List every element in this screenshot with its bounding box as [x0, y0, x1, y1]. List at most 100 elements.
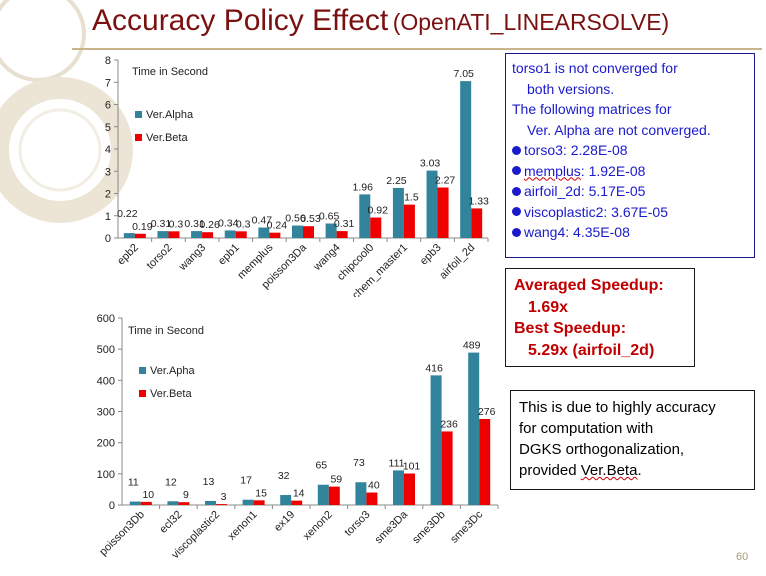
item-name: wang4 — [524, 224, 566, 240]
bar-beta — [140, 501, 152, 505]
bar-alpha — [355, 482, 367, 505]
y-tick-label: 0 — [109, 500, 115, 512]
bar-alpha — [468, 352, 480, 505]
data-label: 3.03 — [420, 158, 441, 170]
x-tick-label: torso3 — [342, 509, 372, 539]
bar-beta — [168, 231, 180, 238]
y-tick-label: 300 — [97, 407, 115, 419]
x-tick-label: ex19 — [272, 509, 297, 534]
data-label: 0.47 — [252, 215, 273, 227]
bar-beta — [291, 500, 303, 505]
bar-alpha — [280, 495, 292, 505]
bar-alpha — [359, 194, 371, 238]
data-label: 2.25 — [386, 175, 407, 187]
explanation-text: . — [637, 462, 642, 479]
y-tick-label: 3 — [105, 166, 111, 178]
bullet-icon — [512, 227, 521, 237]
speedup-line: 5.29x (airfoil_2d) — [528, 341, 655, 359]
x-tick-label: xenon2 — [301, 509, 335, 543]
data-label: 59 — [330, 474, 342, 486]
data-label: 0.31 — [151, 218, 172, 230]
note-line: both versions. — [527, 80, 615, 97]
bar-beta — [403, 204, 415, 238]
legend-swatch — [139, 390, 146, 397]
data-label: 1.5 — [404, 192, 419, 204]
explanation-line: DGKS orthogonalization, — [519, 441, 685, 458]
item-value: : 2.28E-08 — [562, 142, 628, 158]
bar-beta — [404, 473, 415, 505]
speedup-line: Best Speedup: — [514, 320, 627, 337]
explanation-line: This is due to highly accuracy — [519, 399, 716, 416]
speedup-line: 1.69x — [528, 298, 569, 316]
bar-beta — [178, 502, 190, 505]
note-line: torso1 is not converged for — [512, 60, 678, 76]
data-label: 111 — [389, 457, 405, 469]
data-label: 40 — [368, 480, 380, 492]
bar-beta — [303, 226, 314, 238]
item-value: : 4.35E-08 — [565, 224, 630, 240]
data-label: 32 — [278, 470, 290, 482]
data-label: 73 — [353, 457, 365, 469]
x-tick-label: sme3Db — [410, 509, 447, 546]
data-label: 0.56 — [285, 213, 306, 225]
item-name: torso3 — [524, 142, 563, 158]
data-label: 10 — [142, 489, 154, 501]
data-label: 1.33 — [468, 195, 489, 207]
bullet-icon — [512, 166, 521, 176]
data-label: 0.3 — [169, 218, 184, 230]
legend-swatch — [139, 367, 146, 374]
data-label: 0.22 — [117, 208, 138, 220]
data-label: 7.05 — [453, 68, 474, 80]
y-tick-label: 4 — [105, 144, 111, 156]
bar-alpha — [392, 187, 404, 238]
bar-alpha — [460, 81, 472, 238]
data-label: 15 — [255, 487, 267, 499]
data-label: 101 — [403, 461, 421, 473]
x-tick-label: epb3 — [418, 242, 444, 268]
bar-beta — [202, 232, 214, 238]
data-label: 0.26 — [199, 219, 220, 231]
explanation-line: provided Ver.Beta. — [519, 460, 746, 481]
note-item: viscoplastic2 : 3.67E-05 — [512, 202, 748, 223]
data-label: 0.92 — [368, 205, 389, 217]
data-label: 0.31 — [184, 218, 205, 230]
bar-alpha — [292, 225, 303, 238]
chart-annotation: Time in Second — [128, 325, 204, 337]
data-label: 416 — [425, 362, 443, 374]
title-underline — [72, 48, 762, 50]
y-tick-label: 200 — [97, 438, 115, 450]
x-tick-label: epb2 — [115, 242, 141, 268]
bar-beta — [479, 418, 491, 505]
bar-beta — [441, 431, 453, 505]
x-tick-label: ecl32 — [157, 509, 184, 536]
bullet-icon — [512, 145, 521, 155]
y-tick-label: 0 — [105, 233, 111, 245]
x-tick-label: poisson3Db — [97, 509, 147, 559]
item-value: : 1.92E-08 — [580, 162, 646, 179]
bar-beta — [216, 504, 227, 505]
bar-alpha — [205, 500, 216, 505]
explanation-line: for computation with — [519, 420, 654, 437]
legend-label: Ver.Apha — [150, 365, 196, 377]
data-label: 0.53 — [300, 213, 321, 225]
page-title: Accuracy Policy Effect (OpenATI_LINEARSO… — [92, 4, 669, 38]
legend-label: Ver.Beta — [150, 388, 192, 400]
bar-alpha — [325, 223, 337, 238]
chart-annotation: Time in Second — [132, 66, 208, 78]
y-tick-label: 2 — [105, 189, 111, 201]
bar-beta — [253, 500, 265, 505]
data-label: 0.31 — [334, 218, 355, 230]
note-item: torso3 : 2.28E-08 — [512, 140, 748, 161]
bar-alpha — [123, 233, 135, 238]
bullet-icon — [512, 186, 521, 196]
legend-label: Ver.Alpha — [146, 109, 194, 121]
item-name: memplus — [524, 162, 581, 179]
y-tick-label: 5 — [105, 122, 111, 134]
bar-alpha — [426, 170, 438, 238]
data-label: 11 — [128, 477, 139, 489]
data-label: 0.65 — [319, 211, 340, 223]
data-label: 3 — [221, 491, 227, 503]
legend-label: Ver.Beta — [146, 132, 188, 144]
x-tick-label: wang3 — [176, 242, 208, 274]
item-name: airfoil_2d — [524, 183, 581, 199]
